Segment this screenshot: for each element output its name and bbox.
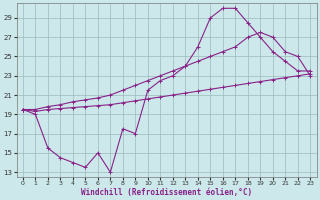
X-axis label: Windchill (Refroidissement éolien,°C): Windchill (Refroidissement éolien,°C) xyxy=(81,188,252,197)
